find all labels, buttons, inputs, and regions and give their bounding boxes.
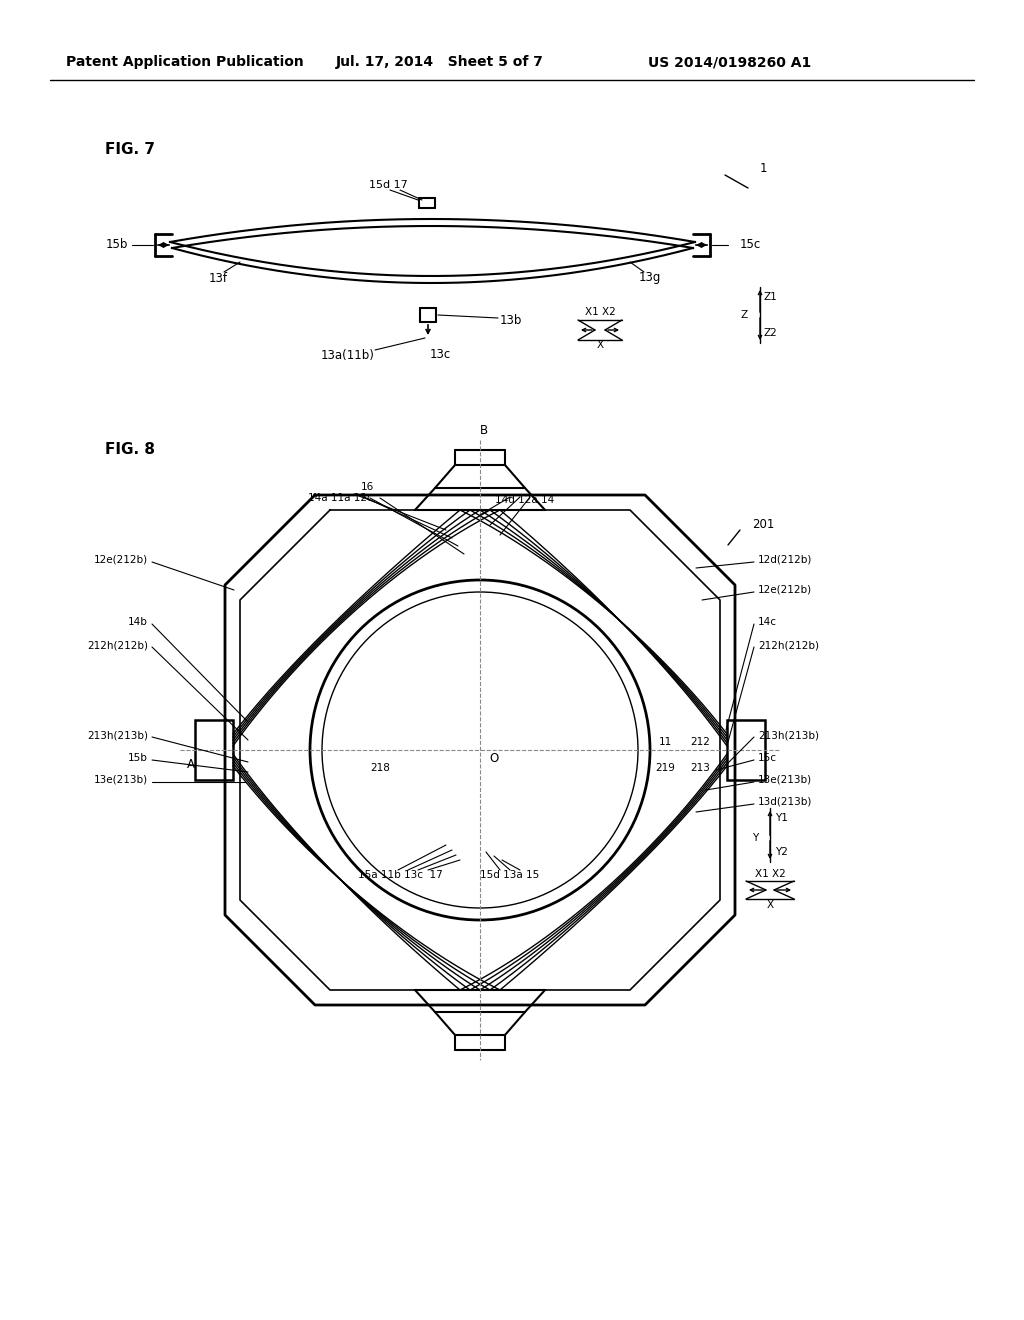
Text: 13f: 13f xyxy=(209,272,227,285)
Text: 218: 218 xyxy=(370,763,390,774)
Bar xyxy=(727,719,765,780)
Text: 201: 201 xyxy=(752,517,774,531)
Text: 15b: 15b xyxy=(128,752,148,763)
Text: 213: 213 xyxy=(690,763,710,774)
Text: Z1: Z1 xyxy=(763,292,777,302)
Text: 1: 1 xyxy=(760,161,768,174)
Text: Y1: Y1 xyxy=(775,813,787,822)
Text: 15a 11b 13c  17: 15a 11b 13c 17 xyxy=(357,870,442,880)
Text: 15d 17: 15d 17 xyxy=(369,180,408,190)
Text: 12d(212b): 12d(212b) xyxy=(758,554,812,565)
Text: 13b: 13b xyxy=(500,314,522,326)
Text: 212h(212b): 212h(212b) xyxy=(758,640,819,649)
Text: 219: 219 xyxy=(655,763,675,774)
Text: 14a 11a 12c: 14a 11a 12c xyxy=(307,492,373,503)
Text: Z2: Z2 xyxy=(763,327,777,338)
Text: FIG. 8: FIG. 8 xyxy=(105,442,155,458)
Text: Y: Y xyxy=(752,833,758,843)
Text: FIG. 7: FIG. 7 xyxy=(105,143,155,157)
Text: 15d 13a 15: 15d 13a 15 xyxy=(480,870,540,880)
Text: O: O xyxy=(489,751,499,764)
Text: X: X xyxy=(596,341,603,350)
Text: X1 X2: X1 X2 xyxy=(585,308,615,317)
Text: 15c: 15c xyxy=(740,239,761,252)
Text: X: X xyxy=(766,900,773,909)
Text: 14b: 14b xyxy=(128,616,148,627)
Text: Patent Application Publication: Patent Application Publication xyxy=(67,55,304,69)
Text: Jul. 17, 2014   Sheet 5 of 7: Jul. 17, 2014 Sheet 5 of 7 xyxy=(336,55,544,69)
Text: 16: 16 xyxy=(360,482,374,492)
Text: US 2014/0198260 A1: US 2014/0198260 A1 xyxy=(648,55,812,69)
Text: Z: Z xyxy=(741,310,748,319)
Text: 212h(212b): 212h(212b) xyxy=(87,640,148,649)
Text: 14d 12a 14: 14d 12a 14 xyxy=(496,495,555,506)
Text: 13g: 13g xyxy=(639,272,662,285)
Text: 11: 11 xyxy=(658,737,672,747)
Text: 14c: 14c xyxy=(758,616,777,627)
Text: X1 X2: X1 X2 xyxy=(755,869,785,879)
Text: A: A xyxy=(187,758,195,771)
Text: 13e(213b): 13e(213b) xyxy=(94,775,148,785)
Text: B: B xyxy=(480,424,488,437)
Text: 13a(11b): 13a(11b) xyxy=(322,348,375,362)
Text: 213h(213b): 213h(213b) xyxy=(758,730,819,741)
Bar xyxy=(195,719,233,780)
Text: 13d(213b): 13d(213b) xyxy=(758,797,812,807)
Text: 212: 212 xyxy=(690,737,710,747)
Text: 12e(212b): 12e(212b) xyxy=(758,585,812,595)
Text: 12e(212b): 12e(212b) xyxy=(94,554,148,565)
Text: Y2: Y2 xyxy=(775,847,787,857)
Text: 15c: 15c xyxy=(758,752,777,763)
Text: 213h(213b): 213h(213b) xyxy=(87,730,148,741)
Text: 13e(213b): 13e(213b) xyxy=(758,775,812,785)
Text: 15b: 15b xyxy=(105,239,128,252)
Text: 13c: 13c xyxy=(430,348,452,362)
